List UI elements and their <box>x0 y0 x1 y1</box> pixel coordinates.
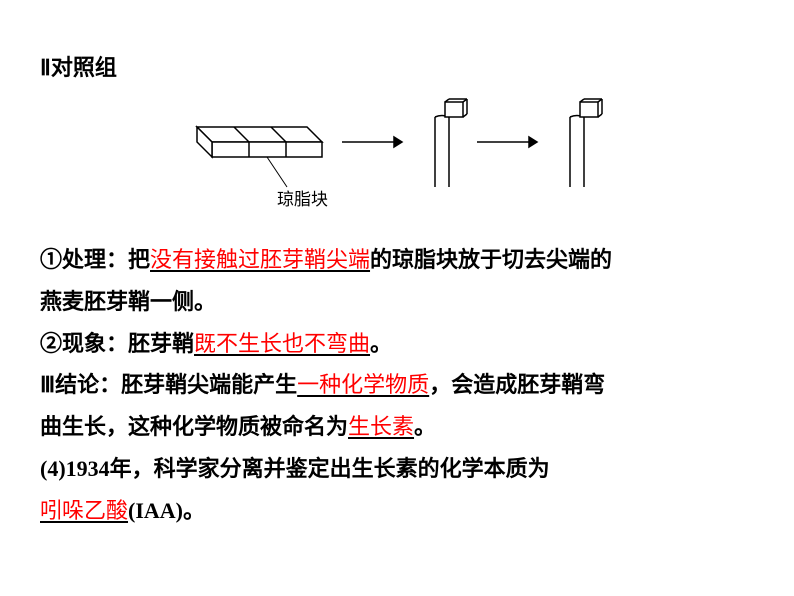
agar-label: 琼脂块 <box>277 190 328 209</box>
line5-suffix: 。 <box>414 414 436 439</box>
arrow-1 <box>342 137 402 147</box>
coleoptile-2 <box>570 99 602 187</box>
line1-suffix: 的琼脂块放于切去尖端的 <box>370 247 612 272</box>
coleoptile-1 <box>435 99 467 187</box>
diagram-container: 琼脂块 <box>30 97 764 227</box>
line3-prefix: ②现象：胚芽鞘 <box>40 331 194 356</box>
section-heading: Ⅱ对照组 <box>40 50 764 82</box>
line4-prefix: Ⅲ结论：胚芽鞘尖端能产生 <box>40 372 297 397</box>
line1-prefix: ①处理：把 <box>40 247 150 272</box>
line6: (4)1934年，科学家分离并鉴定出生长素的化学本质为 <box>40 456 550 481</box>
arrow-2 <box>477 137 537 147</box>
content-text: ①处理：把没有接触过胚芽鞘尖端的琼脂块放于切去尖端的 燕麦胚芽鞘一侧。 ②现象：… <box>40 239 754 532</box>
line7-suffix: (IAA)。 <box>128 498 205 523</box>
line3-fill: 既不生长也不弯曲 <box>194 331 370 356</box>
experiment-diagram: 琼脂块 <box>177 97 617 227</box>
line5-fill: 生长素 <box>348 414 414 439</box>
agar-block <box>197 127 322 157</box>
line3-suffix: 。 <box>370 331 392 356</box>
line7-fill: 吲哚乙酸 <box>40 498 128 523</box>
line1-fill: 没有接触过胚芽鞘尖端 <box>150 247 370 272</box>
line2: 燕麦胚芽鞘一侧。 <box>40 289 216 314</box>
line5-prefix: 曲生长，这种化学物质被命名为 <box>40 414 348 439</box>
line4-suffix: ，会造成胚芽鞘弯 <box>429 372 605 397</box>
line4-fill: 一种化学物质 <box>297 372 429 397</box>
